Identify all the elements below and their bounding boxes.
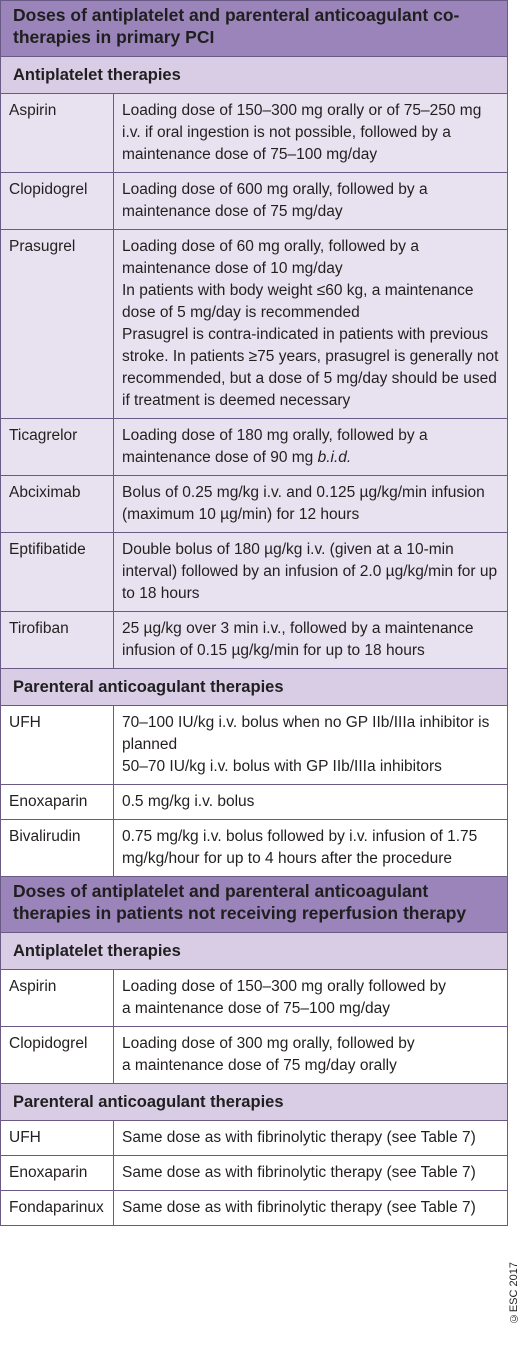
drug-row: Abciximab Bolus of 0.25 mg/kg i.v. and 0.…	[0, 475, 508, 533]
drug-row: Aspirin Loading dose of 150–300 mg orally…	[0, 93, 508, 173]
dose-description: Loading dose of 150–300 mg orally follow…	[113, 969, 508, 1027]
drug-name: Enoxaparin	[0, 1155, 114, 1191]
drug-row: Enoxaparin Same dose as with fibrinolytic…	[0, 1155, 508, 1191]
dose-line: a maintenance dose of 75 mg/day orally	[122, 1057, 397, 1074]
dose-line: Same dose as with fibrinolytic therapy (…	[122, 1199, 476, 1216]
drug-row: Aspirin Loading dose of 150–300 mg orally…	[0, 969, 508, 1027]
drug-name: Prasugrel	[0, 229, 114, 419]
subsection-anticoagulant: Parenteral anticoagulant therapies	[0, 1083, 508, 1121]
dosing-table-container: Doses of antiplatelet and parenteral ant…	[0, 0, 508, 1226]
subsection-anticoagulant: Parenteral anticoagulant therapies	[0, 668, 508, 706]
dose-line: 50–70 IU/kg i.v. bolus with GP IIb/IIIa …	[122, 758, 442, 775]
dose-description: Double bolus of 180 µg/kg i.v. (given at…	[113, 532, 508, 612]
subsection-antiplatelet-text: Antiplatelet therapies	[0, 932, 508, 970]
drug-name: UFH	[0, 1120, 114, 1156]
dose-description: 70–100 IU/kg i.v. bolus when no GP IIb/I…	[113, 705, 508, 785]
dose-line: Same dose as with fibrinolytic therapy (…	[122, 1164, 476, 1181]
section-title-primary-pci: Doses of antiplatelet and parenteral ant…	[0, 0, 508, 57]
drug-row: Clopidogrel Loading dose of 300 mg orally…	[0, 1026, 508, 1084]
drug-row: Bivalirudin 0.75 mg/kg i.v. bolus followe…	[0, 819, 508, 877]
dose-line: Loading dose of 300 mg orally, followed …	[122, 1035, 415, 1052]
drug-row: Fondaparinux Same dose as with fibrinolyt…	[0, 1190, 508, 1226]
dose-line: Loading dose of 600 mg orally, followed …	[122, 181, 428, 220]
subsection-anticoagulant-text: Parenteral anticoagulant therapies	[0, 1083, 508, 1121]
drug-name: Fondaparinux	[0, 1190, 114, 1226]
dose-description: Same dose as with fibrinolytic therapy (…	[113, 1190, 508, 1226]
drug-name: Enoxaparin	[0, 784, 114, 820]
drug-name: Bivalirudin	[0, 819, 114, 877]
drug-name: Tirofiban	[0, 611, 114, 669]
copyright-notice: ©ESC 2017	[508, 1261, 520, 1324]
dose-description: Same dose as with fibrinolytic therapy (…	[113, 1120, 508, 1156]
dose-line: 25 µg/kg over 3 min i.v., followed by a …	[122, 620, 474, 659]
dose-description: 0.5 mg/kg i.v. bolus	[113, 784, 508, 820]
dose-description: Loading dose of 180 mg orally, followed …	[113, 418, 508, 476]
subsection-antiplatelet: Antiplatelet therapies	[0, 56, 508, 94]
drug-name: Aspirin	[0, 93, 114, 173]
dose-line: 0.5 mg/kg i.v. bolus	[122, 793, 255, 810]
drug-row: Enoxaparin 0.5 mg/kg i.v. bolus	[0, 784, 508, 820]
drug-name: Clopidogrel	[0, 172, 114, 230]
drug-name: Clopidogrel	[0, 1026, 114, 1084]
drug-row: Eptifibatide Double bolus of 180 µg/kg i.…	[0, 532, 508, 612]
dose-description: Loading dose of 60 mg orally, followed b…	[113, 229, 508, 419]
drug-row: Prasugrel Loading dose of 60 mg orally, f…	[0, 229, 508, 419]
drug-name: Eptifibatide	[0, 532, 114, 612]
drug-row: Ticagrelor Loading dose of 180 mg orally,…	[0, 418, 508, 476]
subsection-antiplatelet-text: Antiplatelet therapies	[0, 56, 508, 94]
section-title-no-reperfusion: Doses of antiplatelet and parenteral ant…	[0, 876, 508, 933]
dose-line: 70–100 IU/kg i.v. bolus when no GP IIb/I…	[122, 714, 490, 753]
bid-abbreviation: b.i.d.	[317, 449, 352, 466]
dose-description: Loading dose of 600 mg orally, followed …	[113, 172, 508, 230]
drug-row: UFH 70–100 IU/kg i.v. bolus when no GP II…	[0, 705, 508, 785]
dose-description: Loading dose of 150–300 mg orally or of …	[113, 93, 508, 173]
dose-line: a maintenance dose of 75–100 mg/day	[122, 1000, 390, 1017]
dose-description: Loading dose of 300 mg orally, followed …	[113, 1026, 508, 1084]
drug-name: Abciximab	[0, 475, 114, 533]
dose-line: 0.75 mg/kg i.v. bolus followed by i.v. i…	[122, 828, 478, 867]
drug-name: Ticagrelor	[0, 418, 114, 476]
dose-line: In patients with body weight ≤60 kg, a m…	[122, 282, 474, 321]
dose-line: Loading dose of 150–300 mg orally or of …	[122, 102, 482, 163]
drug-row: Tirofiban 25 µg/kg over 3 min i.v., follo…	[0, 611, 508, 669]
drug-row: UFH Same dose as with fibrinolytic therap…	[0, 1120, 508, 1156]
drug-name: UFH	[0, 705, 114, 785]
dose-line: Same dose as with fibrinolytic therapy (…	[122, 1129, 476, 1146]
dose-line: Double bolus of 180 µg/kg i.v. (given at…	[122, 541, 498, 602]
dose-description: Bolus of 0.25 mg/kg i.v. and 0.125 µg/kg…	[113, 475, 508, 533]
section-title-primary-pci-text: Doses of antiplatelet and parenteral ant…	[0, 0, 508, 57]
dose-line: Prasugrel is contra-indicated in patient…	[122, 326, 499, 409]
dose-description: 0.75 mg/kg i.v. bolus followed by i.v. i…	[113, 819, 508, 877]
dosing-table: Doses of antiplatelet and parenteral ant…	[0, 0, 508, 1226]
dose-line: Bolus of 0.25 mg/kg i.v. and 0.125 µg/kg…	[122, 484, 485, 523]
dose-line: Loading dose of 150–300 mg orally follow…	[122, 978, 447, 995]
subsection-anticoagulant-text: Parenteral anticoagulant therapies	[0, 668, 508, 706]
dose-line: Loading dose of 60 mg orally, followed b…	[122, 238, 419, 277]
dose-description: Same dose as with fibrinolytic therapy (…	[113, 1155, 508, 1191]
dose-line: Loading dose of 180 mg orally, followed …	[122, 427, 428, 466]
drug-name: Aspirin	[0, 969, 114, 1027]
drug-row: Clopidogrel Loading dose of 600 mg orally…	[0, 172, 508, 230]
section-title-no-reperfusion-text: Doses of antiplatelet and parenteral ant…	[0, 876, 508, 933]
dose-description: 25 µg/kg over 3 min i.v., followed by a …	[113, 611, 508, 669]
subsection-antiplatelet: Antiplatelet therapies	[0, 932, 508, 970]
